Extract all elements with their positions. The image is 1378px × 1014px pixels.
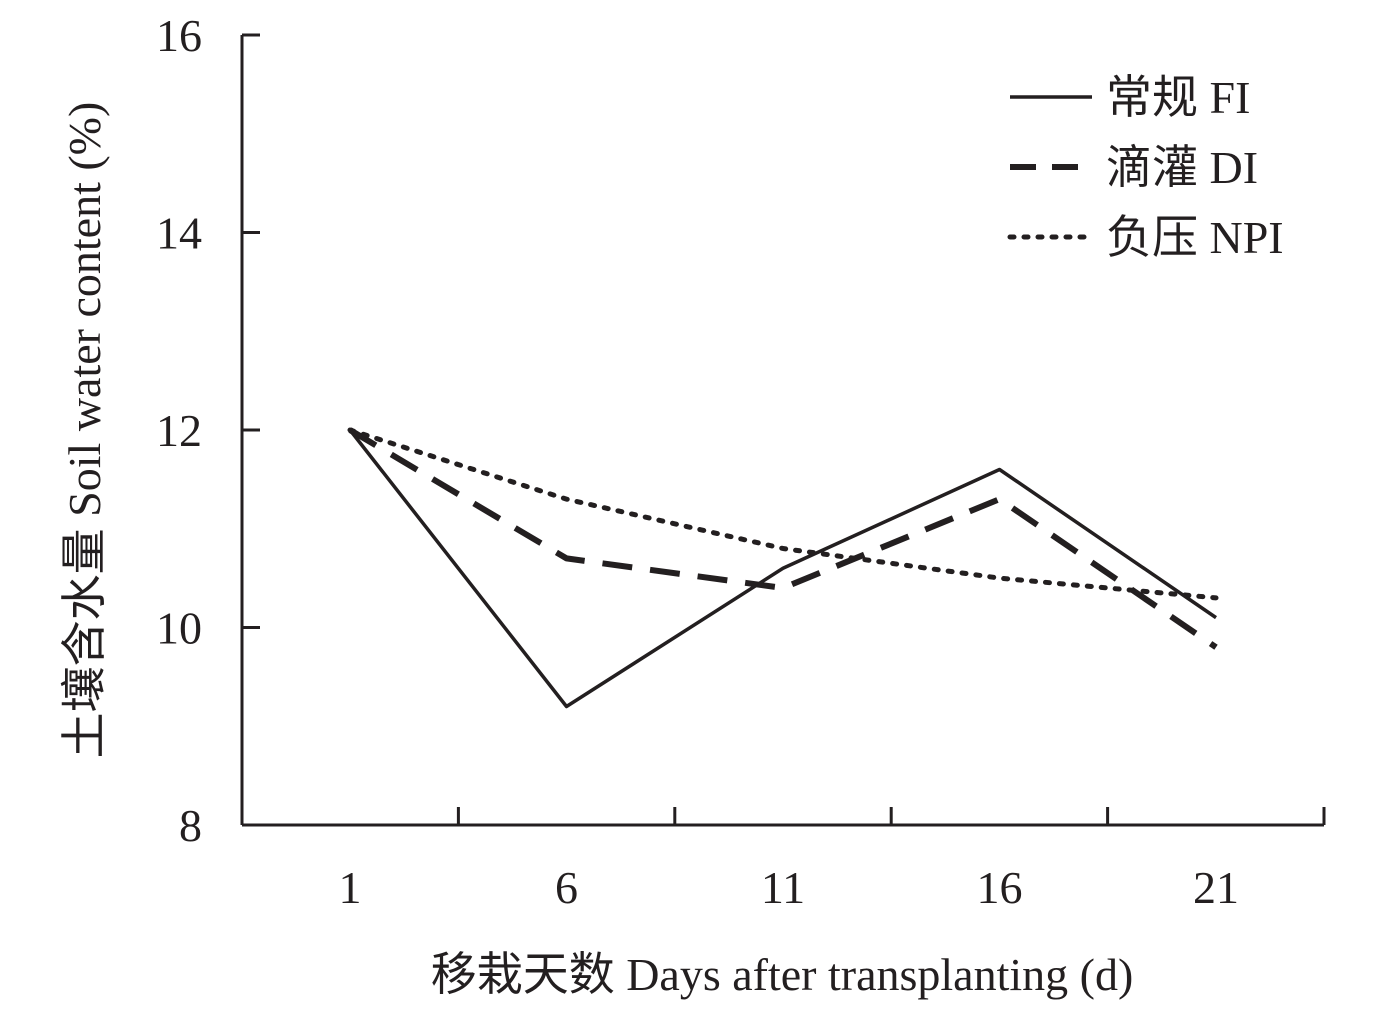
series-line-2: [348, 427, 1218, 650]
legend: 常规 FI 滴灌 DI 负压 NPI: [1007, 72, 1284, 263]
y-tick-label: 14: [156, 208, 202, 259]
series-layer: [347, 427, 1219, 709]
y-tick-label: 16: [156, 10, 202, 61]
x-tick-label: 1: [339, 862, 362, 913]
x-tick-label: 11: [761, 862, 805, 913]
x-tick-label: 21: [1193, 862, 1239, 913]
x-tick-label: 16: [977, 862, 1023, 913]
legend-label-2: 滴灌 DI: [1106, 142, 1258, 193]
series-line-1: [348, 428, 1217, 709]
series-line-3: [347, 427, 1219, 601]
y-tick-label: 12: [156, 405, 202, 456]
y-axis-title: 土壤含水量 Soil water content (%): [59, 102, 110, 759]
y-tick-label: 10: [156, 603, 202, 654]
legend-label-1: 常规 FI: [1106, 72, 1250, 123]
x-tick-label: 6: [555, 862, 578, 913]
x-axis-title: 移栽天数 Days after transplanting (d): [431, 949, 1134, 1000]
legend-label-3: 负压 NPI: [1106, 212, 1284, 263]
y-tick-label: 8: [179, 800, 202, 851]
